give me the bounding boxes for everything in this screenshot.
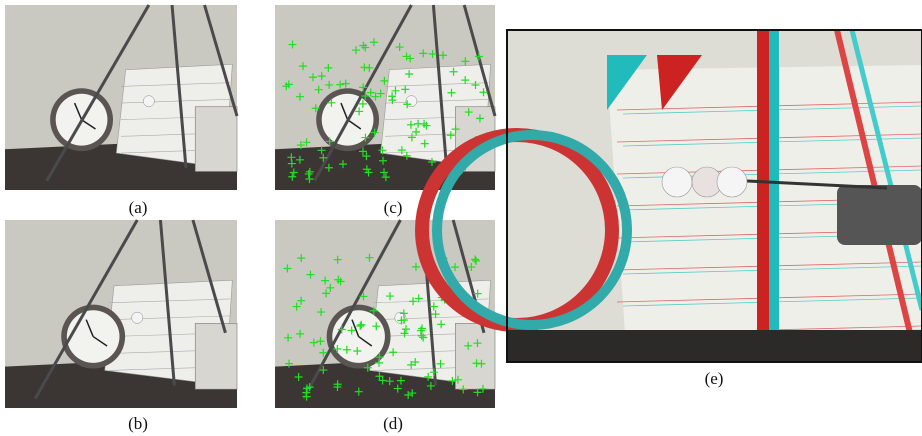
cylinder	[837, 185, 922, 245]
ball	[662, 167, 692, 197]
panel-label: (b)	[128, 414, 148, 433]
photo-e	[422, 30, 922, 362]
panel-label: (a)	[129, 198, 148, 217]
box	[195, 323, 237, 389]
photo-a	[5, 5, 237, 190]
photo-b	[5, 220, 237, 408]
panel-label: (e)	[705, 369, 724, 388]
panel-label: (d)	[383, 414, 403, 433]
panel-label: (c)	[384, 198, 403, 217]
ball	[143, 96, 154, 107]
figure: (a) (b) (c) (d) (e)	[0, 0, 922, 436]
box	[195, 107, 237, 172]
desk	[507, 330, 922, 362]
ball	[132, 312, 143, 323]
ball	[717, 167, 747, 197]
pole-cyan	[769, 30, 779, 362]
pole-red	[757, 30, 769, 362]
